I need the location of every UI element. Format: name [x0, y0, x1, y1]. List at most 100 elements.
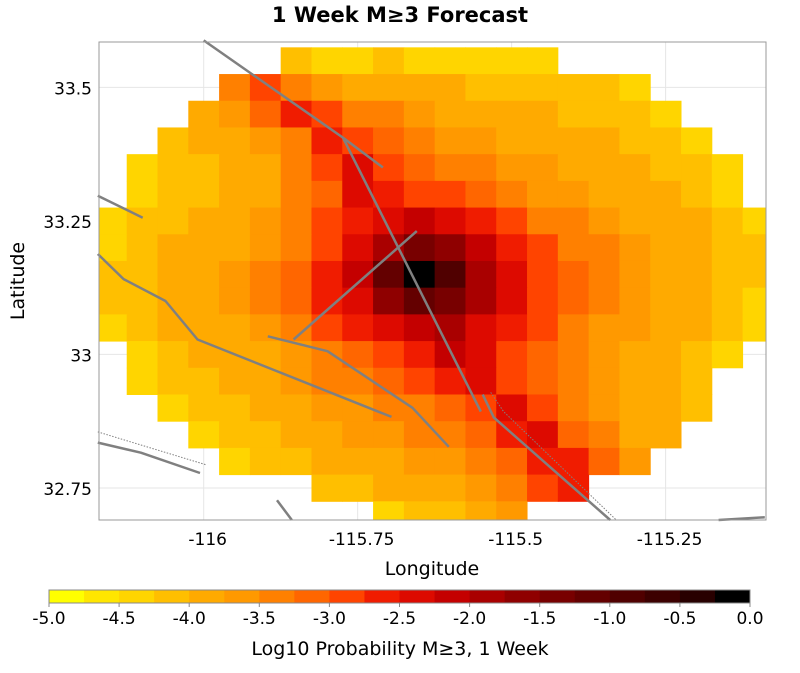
heatmap-cell	[527, 341, 559, 369]
colorbar-swatch	[504, 590, 541, 603]
heatmap-cell	[496, 474, 528, 502]
heatmap-cell	[496, 127, 528, 155]
heatmap-cell	[188, 180, 220, 209]
heatmap-cell	[311, 47, 343, 75]
heatmap-cell	[188, 367, 220, 395]
heatmap-cell	[557, 127, 590, 155]
heatmap-cell	[465, 287, 497, 315]
heatmap-cell	[311, 207, 343, 235]
heatmap-cell	[527, 260, 559, 289]
heatmap-cell	[280, 367, 312, 395]
x-tick-label: -115.25	[637, 530, 703, 550]
heatmap-cell	[527, 287, 559, 315]
heatmap-cell	[403, 314, 436, 342]
heatmap-cell	[373, 474, 405, 502]
heatmap-cell	[650, 314, 682, 342]
heatmap-cell	[650, 394, 682, 422]
heatmap-cell	[249, 260, 282, 289]
heatmap-cell	[619, 207, 651, 235]
heatmap-cell	[99, 287, 128, 315]
heatmap-cell	[588, 421, 620, 449]
heatmap-cell	[681, 394, 713, 422]
heatmap-cell	[557, 100, 590, 128]
heatmap-cell	[403, 341, 436, 369]
heatmap-cell	[157, 394, 189, 422]
fault-line	[96, 253, 392, 419]
heatmap-cell	[342, 421, 374, 449]
heatmap-cell	[465, 74, 497, 102]
heatmap-cell	[681, 207, 713, 235]
heatmap-cell	[681, 287, 713, 315]
heatmap-cell	[465, 447, 497, 476]
heatmap-cell	[188, 234, 220, 262]
heatmap-cell	[434, 287, 466, 315]
heatmap-cell	[434, 501, 466, 521]
colorbar	[48, 589, 751, 607]
heatmap-cell	[711, 154, 744, 182]
fault-line	[481, 393, 612, 521]
colorbar-swatch	[539, 590, 576, 603]
x-axis-label: Longitude	[385, 558, 480, 580]
heatmap-cell	[465, 501, 497, 521]
heatmap-cell	[342, 180, 374, 209]
heatmap-cell	[681, 260, 713, 289]
heatmap-cell	[557, 314, 590, 342]
heatmap-cell	[588, 180, 620, 209]
heatmap-cell	[403, 47, 436, 75]
heatmap-cell	[126, 154, 159, 182]
heatmap-cell	[219, 100, 251, 128]
heatmap-cell	[496, 287, 528, 315]
heatmap-cell	[619, 367, 651, 395]
heatmap-cell	[619, 394, 651, 422]
heatmap-cell	[588, 154, 620, 182]
heatmap-cell	[403, 394, 436, 422]
heatmap-cell	[527, 47, 559, 75]
heatmap-cell	[588, 287, 620, 315]
chart-title: 1 Week M≥3 Forecast	[272, 3, 528, 27]
heatmap-cell	[434, 421, 466, 449]
heatmap-cell	[249, 287, 282, 315]
heatmap-cell	[342, 74, 374, 102]
heatmap-cell	[188, 421, 220, 449]
heatmap-cell	[650, 367, 682, 395]
heatmap-cell	[619, 100, 651, 128]
heatmap-cell	[126, 234, 159, 262]
heatmap-cell	[496, 314, 528, 342]
colorbar-swatch	[224, 590, 260, 603]
heatmap-cell	[434, 234, 466, 262]
heatmap-cell	[157, 127, 189, 155]
heatmap-cell	[465, 127, 497, 155]
heatmap-cell	[249, 74, 282, 102]
heatmap-cell	[157, 234, 189, 262]
heatmap-cell	[311, 234, 343, 262]
heatmap-cell	[681, 367, 713, 395]
heatmap-cell	[527, 234, 559, 262]
heatmap-cell	[465, 314, 497, 342]
heatmap-cell	[219, 127, 251, 155]
heatmap-cell	[249, 367, 282, 395]
heatmap-cell	[126, 367, 159, 395]
heatmap-cell	[465, 154, 497, 182]
heatmap-cell	[342, 447, 374, 476]
heatmap-cell	[650, 421, 682, 449]
heatmap-cell	[527, 367, 559, 395]
heatmap-cell	[342, 474, 374, 502]
heatmap-cell	[311, 341, 343, 369]
heatmap-cell	[742, 314, 767, 342]
colorbar-tick-label: -3.5	[243, 609, 276, 629]
heatmap-cell	[188, 314, 220, 342]
heatmap-cell	[188, 260, 220, 289]
colorbar-tick-label: -4.0	[173, 609, 206, 629]
heatmap-cell	[527, 314, 559, 342]
y-tick-label: 33.25	[43, 213, 92, 233]
heatmap-cell	[280, 180, 312, 209]
heatmap-cell	[711, 314, 744, 342]
heatmap-cell	[126, 341, 159, 369]
heatmap-cell	[650, 100, 682, 128]
heatmap-cell	[557, 234, 590, 262]
heatmap-cell	[465, 421, 497, 449]
heatmap-cell	[619, 154, 651, 182]
heatmap-cell	[619, 234, 651, 262]
heatmap-cell	[126, 287, 159, 315]
